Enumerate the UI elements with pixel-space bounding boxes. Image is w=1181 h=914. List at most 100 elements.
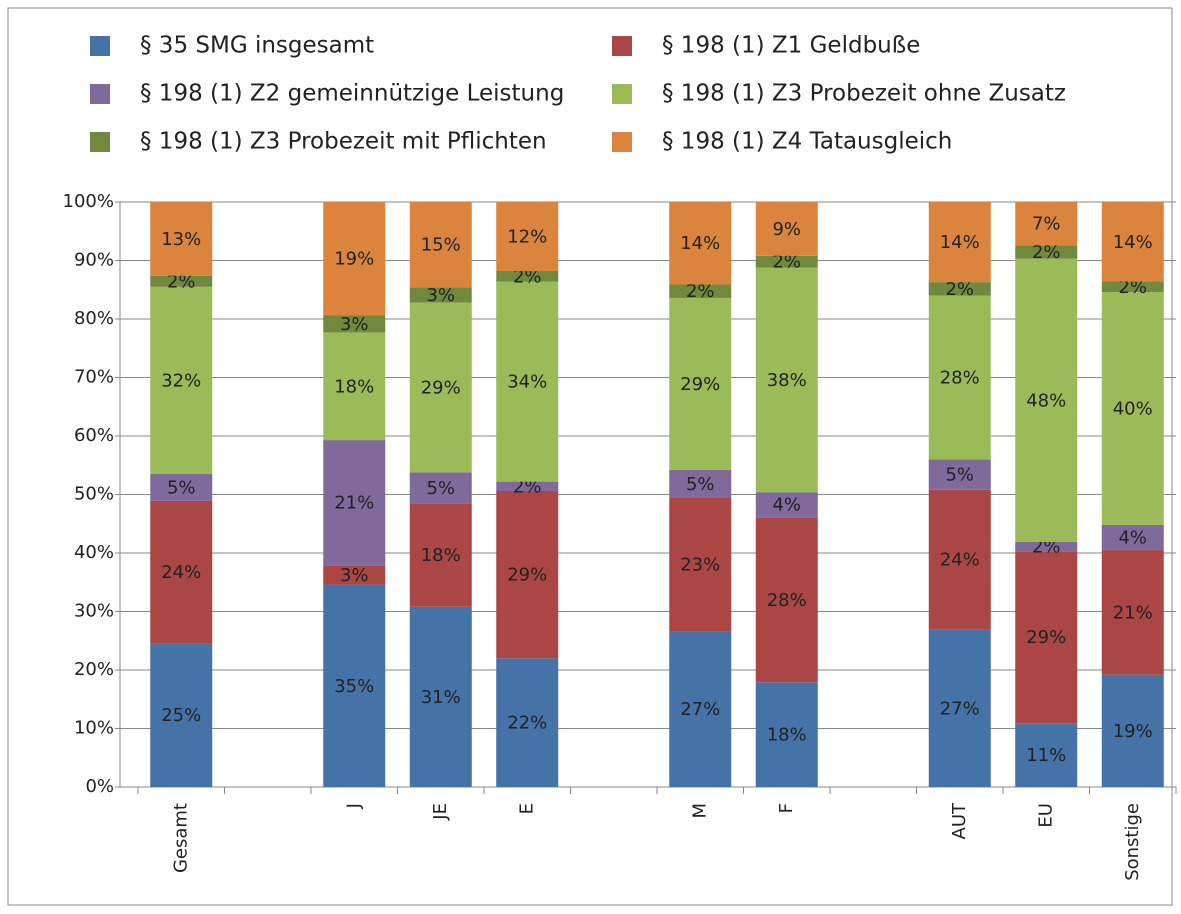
bar-segment [1101, 524, 1164, 551]
bar-segment [669, 284, 732, 298]
bar-segment [150, 643, 213, 787]
bar-segment [496, 271, 559, 282]
data-label: 23% [680, 555, 720, 576]
y-tick-label: 60% [74, 425, 114, 446]
bar-segment [1101, 202, 1164, 282]
legend-swatch [612, 132, 632, 152]
data-label: 2% [686, 281, 715, 302]
data-label: 48% [1026, 390, 1066, 411]
data-label: 14% [680, 233, 720, 254]
data-label: 28% [940, 368, 980, 389]
data-label: 5% [426, 478, 455, 499]
bar-segment [150, 474, 213, 501]
data-label: 3% [340, 565, 369, 586]
data-label: 38% [767, 370, 807, 391]
y-tick-label: 100% [63, 191, 114, 212]
y-tick-label: 80% [74, 308, 114, 329]
bar-segment [409, 202, 472, 288]
bar-segment [928, 629, 991, 787]
bar-segment [928, 459, 991, 490]
bar-segment [496, 658, 559, 787]
legend-swatch [90, 36, 110, 56]
legend-swatch [90, 84, 110, 104]
y-tick-label: 20% [74, 659, 114, 680]
bar-segment [1015, 245, 1078, 259]
x-tick-label: EU [1035, 803, 1056, 828]
data-label: 18% [421, 545, 461, 566]
bar-segment [755, 255, 818, 268]
x-tick-label: JE [430, 803, 451, 821]
data-label: 4% [772, 495, 801, 516]
x-tick-label: J [343, 803, 364, 809]
legend-swatch [612, 84, 632, 104]
data-label: 31% [421, 687, 461, 708]
x-tick-label: E [516, 803, 537, 814]
data-label: 3% [340, 314, 369, 335]
legend-label: § 198 (1) Z1 Geldbuße [662, 33, 920, 59]
bar-segment [323, 202, 386, 316]
legend-swatch [612, 36, 632, 56]
legend-label: § 198 (1) Z3 Probezeit mit Pflichten [140, 129, 547, 155]
data-label: 21% [1113, 602, 1153, 623]
data-label: 29% [1026, 627, 1066, 648]
data-label: 29% [680, 374, 720, 395]
y-tick-label: 10% [74, 718, 114, 739]
legend-label: § 35 SMG insgesamt [140, 33, 374, 59]
data-label: 9% [772, 219, 801, 240]
legend-label: § 198 (1) Z4 Tatausgleich [662, 129, 952, 155]
data-label: 19% [1113, 721, 1153, 742]
data-label: 24% [940, 550, 980, 571]
bar-segment [669, 297, 732, 470]
bar-segment [1101, 281, 1164, 293]
legend-label: § 198 (1) Z3 Probezeit ohne Zusatz [662, 81, 1066, 107]
data-label: 2% [945, 279, 974, 300]
data-label: 4% [1118, 527, 1147, 548]
bar-segment [409, 472, 472, 504]
bar-segment [323, 315, 386, 333]
data-label: 2% [167, 271, 196, 292]
bar-segment [1101, 550, 1164, 675]
data-label: 29% [507, 565, 547, 586]
bar-segment [323, 565, 386, 585]
data-label: 15% [421, 235, 461, 256]
data-label: 12% [507, 227, 547, 248]
bar-segment [496, 490, 559, 659]
bar-segment [496, 202, 559, 272]
data-label: 2% [1032, 242, 1061, 263]
bar-segment [669, 469, 732, 499]
y-tick-label: 50% [74, 484, 114, 505]
y-tick-label: 30% [74, 601, 114, 622]
data-label: 3% [426, 285, 455, 306]
data-label: 28% [767, 590, 807, 611]
bar-segment [150, 202, 213, 276]
y-tick-label: 90% [74, 250, 114, 271]
bar-segment [755, 517, 818, 683]
legend-swatch [90, 132, 110, 152]
bar-segment [1015, 723, 1078, 787]
bar-segment [928, 295, 991, 460]
bar-segment [755, 492, 818, 518]
bar-segment [1101, 292, 1164, 525]
bar-segment [150, 286, 213, 475]
bar-segment [409, 503, 472, 607]
data-label: 2% [1118, 277, 1147, 298]
bar-segment [755, 202, 818, 256]
bar-segment [323, 440, 386, 566]
data-label: 2% [772, 252, 801, 273]
data-label: 40% [1113, 399, 1153, 420]
y-tick-label: 40% [74, 542, 114, 563]
data-label: 5% [686, 474, 715, 495]
data-label: 13% [161, 229, 201, 250]
data-label: 24% [161, 562, 201, 583]
bar-segment [669, 498, 732, 632]
bar-segment [150, 500, 213, 644]
bar-segment [496, 481, 559, 491]
bar-segment [150, 275, 213, 287]
data-label: 29% [421, 377, 461, 398]
bar-segment [409, 302, 472, 473]
data-label: 21% [334, 493, 374, 514]
bar-segment [1015, 541, 1078, 552]
data-label: 19% [334, 249, 374, 270]
bar-segment [928, 202, 991, 283]
